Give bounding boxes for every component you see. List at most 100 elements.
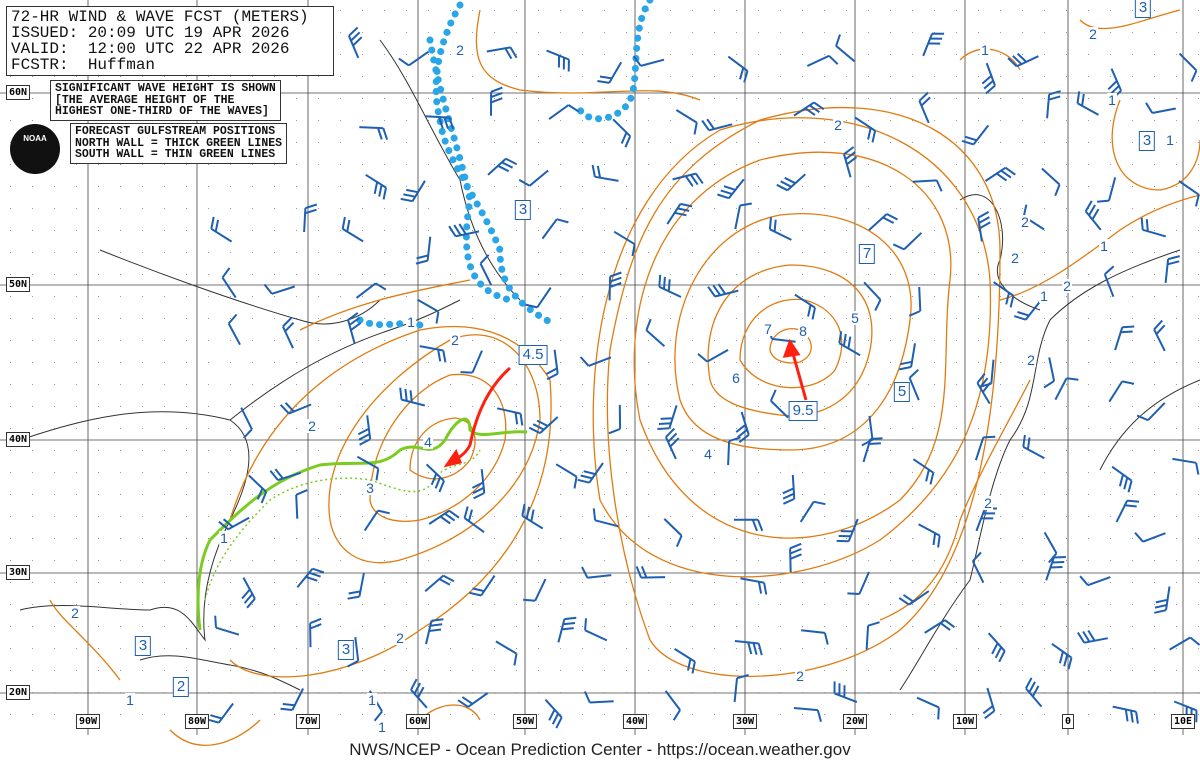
wind-barb: [1079, 575, 1111, 587]
wind-barb: [545, 349, 559, 381]
contour-label: 8: [798, 323, 808, 339]
longitude-label: 40W: [622, 714, 648, 729]
wind-barb: [495, 640, 518, 666]
wave-contour: [592, 117, 992, 578]
wind-barb: [577, 462, 604, 484]
wind-barb: [608, 271, 622, 301]
contour-label: 5: [850, 310, 860, 326]
contour-label: 1: [1039, 288, 1049, 304]
wind-barb: [303, 203, 318, 233]
contour-label: 1: [377, 719, 387, 735]
wind-barb: [918, 91, 931, 124]
wave-height-box: 5: [893, 382, 911, 402]
wind-barb: [479, 254, 493, 286]
wave-contour: [49, 599, 121, 681]
wave-height-box: 9.5: [788, 401, 818, 421]
wind-barb: [296, 567, 325, 588]
wave-height-box: 3: [1134, 0, 1152, 18]
wind-barb: [1115, 499, 1140, 523]
wind-barb: [546, 49, 570, 72]
wind-barb: [1134, 532, 1166, 543]
wind-barb: [1051, 642, 1073, 670]
gulfstream-north-wall: [196, 417, 528, 631]
wind-barb: [541, 218, 569, 240]
wind-barb: [793, 707, 822, 722]
contour-label: 2: [395, 630, 405, 646]
wind-barb: [1154, 586, 1171, 614]
wind-barb: [221, 267, 237, 299]
wind-barb: [347, 312, 362, 344]
latitude-label: 60N: [6, 85, 31, 100]
wind-barb: [227, 313, 241, 346]
wind-barb: [664, 427, 680, 460]
wind-barb: [425, 115, 455, 130]
wind-barb: [674, 648, 696, 674]
wind-barb: [584, 618, 608, 642]
wind-barb: [1076, 91, 1099, 116]
wind-barb: [1108, 380, 1135, 403]
wind-barb: [425, 463, 445, 493]
longitude-label: 30W: [732, 714, 758, 729]
wind-barb: [672, 172, 704, 187]
wind-barb: [471, 469, 486, 500]
wind-barb: [1007, 52, 1039, 68]
wave-contour: [229, 325, 552, 678]
wind-barb: [240, 407, 253, 439]
wave-contour: [169, 719, 261, 746]
wind-barb: [1103, 265, 1115, 298]
wind-barb: [922, 32, 945, 57]
wind-barb: [248, 474, 268, 504]
wave-height-box: 3: [1138, 131, 1156, 151]
wind-barb: [424, 574, 455, 593]
contour-label: 4: [423, 434, 433, 450]
wind-barb: [612, 118, 632, 148]
wind-barb: [417, 298, 440, 324]
wind-barb: [899, 343, 916, 371]
contour-label: 2: [1062, 278, 1072, 294]
wind-barb: [847, 571, 870, 595]
wind-barb: [457, 692, 489, 708]
wind-barb: [1173, 700, 1198, 723]
wind-barb: [1096, 177, 1117, 203]
wave-height-contours: [49, 9, 1200, 746]
longitude-label: 20W: [842, 714, 868, 729]
wind-barb: [663, 518, 683, 547]
ice-edge: [356, 0, 654, 329]
wind-barb: [398, 50, 430, 67]
wind-barb: [496, 407, 524, 426]
wind-barb: [645, 318, 666, 347]
storm-track-arrows: [443, 338, 808, 468]
wind-barbs: [207, 26, 1200, 729]
wind-barb: [425, 618, 444, 645]
wind-barb: [789, 542, 802, 573]
note-line: NORTH WALL = THICK GREEN LINES: [75, 136, 283, 150]
wave-height-box: 3: [134, 636, 152, 656]
wind-barb: [974, 435, 996, 461]
wind-barb: [1013, 300, 1042, 321]
wind-barb: [782, 474, 796, 505]
wind-barb: [309, 617, 322, 648]
wave-contour: [999, 194, 1200, 301]
contour-label: 7: [763, 321, 773, 337]
wind-barb: [207, 702, 234, 724]
wave-contour: [606, 106, 1001, 677]
wind-barb: [460, 350, 483, 374]
longitude-label: 60W: [405, 714, 431, 729]
wave-contour: [879, 379, 1031, 621]
wind-barb: [210, 216, 233, 243]
wind-barb: [912, 179, 943, 192]
wind-barb: [735, 411, 750, 443]
wave-height-note: SIGNIFICANT WAVE HEIGHT IS SHOWN [THE AV…: [50, 80, 281, 121]
note-line: [THE AVERAGE HEIGHT OF THE: [55, 93, 235, 107]
wave-contour: [328, 334, 541, 564]
wind-barb: [341, 216, 364, 243]
contour-label: 2: [1026, 352, 1036, 368]
wind-barb: [961, 124, 990, 146]
wind-barb: [1045, 556, 1066, 581]
wind-barb: [347, 572, 365, 600]
wind-barb: [555, 463, 578, 489]
contour-label: 2: [307, 418, 317, 434]
wind-barb: [365, 173, 387, 200]
wind-barb: [1178, 180, 1200, 207]
wind-barb: [269, 468, 302, 482]
